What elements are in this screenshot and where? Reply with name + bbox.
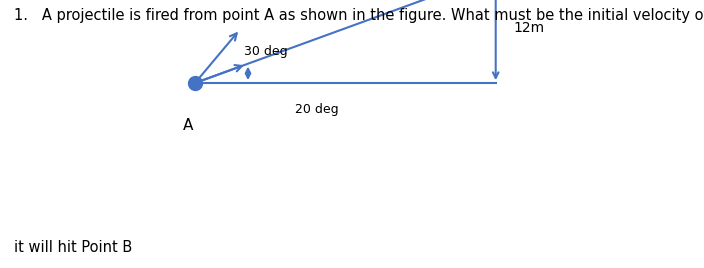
- Text: A: A: [183, 118, 193, 133]
- Text: it will hit Point B: it will hit Point B: [14, 240, 132, 255]
- Text: 20 deg: 20 deg: [295, 103, 339, 116]
- Text: 12m: 12m: [513, 21, 544, 35]
- Text: 30 deg: 30 deg: [244, 45, 287, 58]
- Text: 1.   A projectile is fired from point A as shown in the figure. What must be the: 1. A projectile is fired from point A as…: [14, 8, 704, 23]
